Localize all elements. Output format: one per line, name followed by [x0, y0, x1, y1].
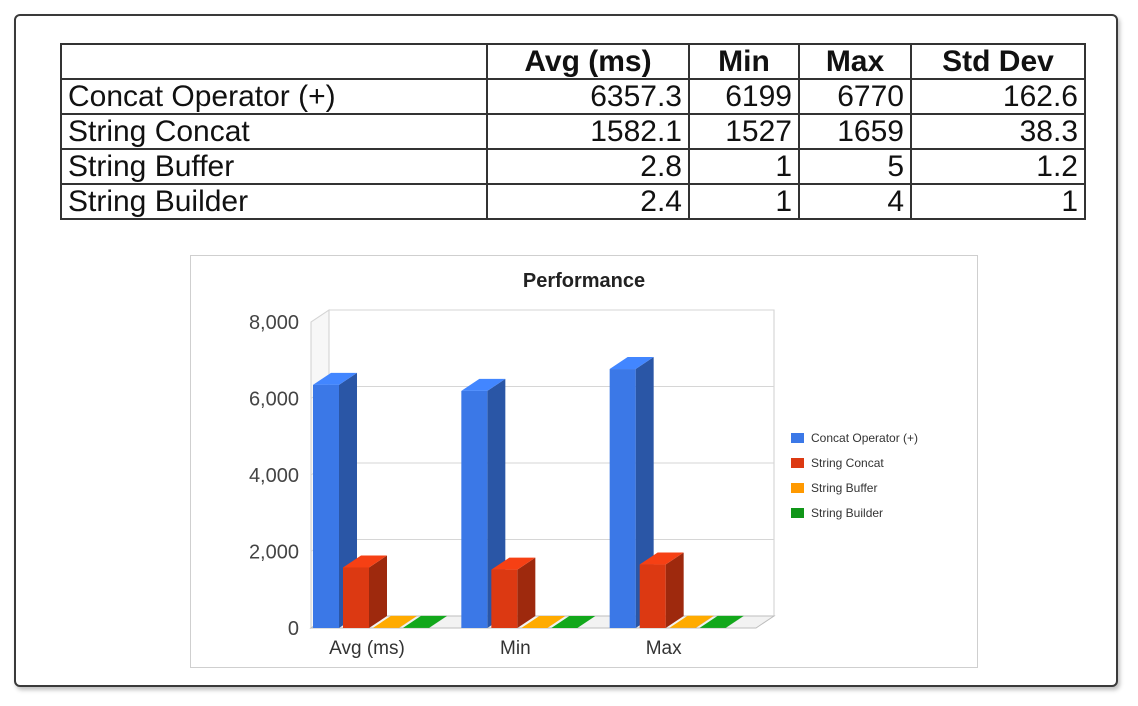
- legend-swatch: [791, 483, 804, 493]
- row-label: String Concat: [60, 113, 488, 150]
- legend-swatch: [791, 458, 804, 468]
- table-row: String Concat 1582.1 1527 1659 38.3: [60, 113, 1086, 150]
- bar-top: [639, 552, 684, 565]
- bar-top: [343, 555, 387, 568]
- cell-min: 1527: [688, 113, 800, 150]
- legend-item: String Buffer: [791, 481, 877, 495]
- bar-front: [461, 390, 488, 628]
- y-tick-label: 0: [288, 618, 299, 640]
- legend-label: Concat Operator (+): [811, 431, 918, 445]
- benchmark-table: Avg (ms) Min Max Std Dev Concat Operator…: [60, 43, 1086, 220]
- cell-avg: 2.8: [486, 148, 690, 185]
- table-header-blank: [60, 43, 488, 80]
- bar: [491, 557, 536, 628]
- bar-front: [609, 369, 636, 628]
- bar: [343, 555, 387, 628]
- bar-top: [669, 615, 714, 628]
- legend-item: String Builder: [791, 506, 883, 520]
- table-header-max: Max: [798, 43, 912, 80]
- bar-side: [665, 552, 684, 628]
- table-header-avg: Avg (ms): [486, 43, 690, 80]
- bar-top: [551, 615, 596, 628]
- bar: [639, 552, 684, 628]
- chart-title: Performance: [523, 270, 645, 292]
- performance-chart: Performance 0 2,000 4,000 6,000 8,000 Avg (ms…: [190, 255, 978, 668]
- cell-max: 4: [798, 183, 912, 220]
- bar: [551, 615, 596, 628]
- chart-canvas: Performance 0 2,000 4,000 6,000 8,000 Avg (ms…: [249, 270, 918, 659]
- legend-label: String Buffer: [811, 481, 877, 495]
- legend-item: Concat Operator (+): [791, 431, 918, 445]
- row-label: String Builder: [60, 183, 488, 220]
- legend-item: String Concat: [791, 456, 884, 470]
- table-header-stddev: Std Dev: [910, 43, 1086, 80]
- cell-max: 1659: [798, 113, 912, 150]
- bar: [669, 615, 714, 628]
- bar: [313, 372, 357, 628]
- bar-top: [491, 557, 536, 570]
- bar: [521, 615, 566, 628]
- bar-side: [399, 615, 417, 628]
- table-header-row: Avg (ms) Min Max Std Dev: [60, 43, 1086, 80]
- bar: [403, 615, 447, 628]
- gridline: [310, 309, 774, 323]
- bar-top: [521, 615, 566, 628]
- cell-min: 6199: [688, 78, 800, 115]
- legend-label: String Builder: [811, 506, 883, 520]
- table-row: Concat Operator (+) 6357.3 6199 6770 162…: [60, 78, 1086, 115]
- cell-stddev: 38.3: [910, 113, 1086, 150]
- y-tick-label: 4,000: [249, 465, 299, 487]
- cell-min: 1: [688, 148, 800, 185]
- y-tick-label: 2,000: [249, 542, 299, 564]
- row-label: String Buffer: [60, 148, 488, 185]
- cell-min: 1: [688, 183, 800, 220]
- bar-top: [373, 615, 417, 628]
- legend-swatch: [791, 508, 804, 518]
- cell-max: 6770: [798, 78, 912, 115]
- cell-avg: 6357.3: [486, 78, 690, 115]
- bar-top: [313, 372, 357, 385]
- bar-front: [343, 567, 369, 628]
- table-row: String Buffer 2.8 1 5 1.2: [60, 148, 1086, 185]
- legend-label: String Concat: [811, 456, 884, 470]
- bar-side: [429, 615, 447, 628]
- bar-front: [639, 564, 666, 628]
- bar-top: [461, 378, 506, 391]
- legend-swatch: [791, 433, 804, 443]
- cell-stddev: 1.2: [910, 148, 1086, 185]
- bar-top: [699, 615, 744, 628]
- bar-side: [517, 557, 536, 628]
- bar-layer: [313, 357, 744, 628]
- cell-max: 5: [798, 148, 912, 185]
- bar-side: [725, 615, 744, 628]
- y-tick-label: 6,000: [249, 389, 299, 411]
- bar-top: [609, 357, 654, 370]
- x-tick-label: Max: [646, 638, 682, 659]
- bar-side: [577, 615, 596, 628]
- bar-top: [403, 615, 447, 628]
- bar-front: [313, 384, 339, 628]
- bar-side: [369, 555, 387, 628]
- bar-front: [491, 569, 518, 628]
- x-tick-label: Avg (ms): [329, 638, 405, 659]
- bar: [699, 615, 744, 628]
- table-row: String Builder 2.4 1 4 1: [60, 183, 1086, 220]
- y-tick-label: 8,000: [249, 312, 299, 334]
- cell-avg: 2.4: [486, 183, 690, 220]
- cell-stddev: 1: [910, 183, 1086, 220]
- bar-side: [547, 615, 566, 628]
- axis-layer: 0 2,000 4,000 6,000 8,000 Avg (ms) Min Max: [249, 312, 682, 659]
- chart-legend: Concat Operator (+) String Concat String B…: [791, 431, 918, 520]
- bar: [373, 615, 417, 628]
- x-tick-label: Min: [500, 638, 531, 659]
- row-label: Concat Operator (+): [60, 78, 488, 115]
- cell-stddev: 162.6: [910, 78, 1086, 115]
- bar-side: [695, 615, 714, 628]
- table-header-min: Min: [688, 43, 800, 80]
- cell-avg: 1582.1: [486, 113, 690, 150]
